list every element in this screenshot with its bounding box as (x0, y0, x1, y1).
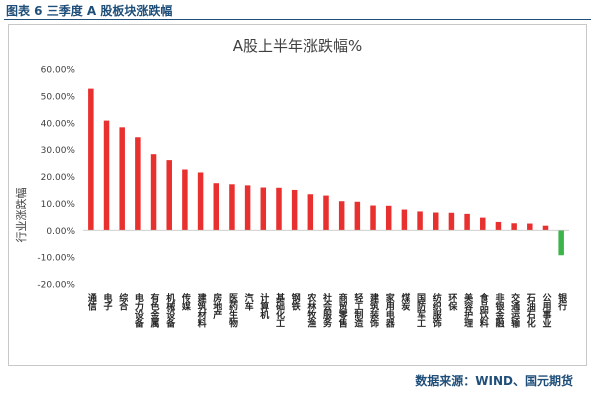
bar-1 (88, 88, 94, 231)
x-tick-label: 煤炭 (399, 292, 410, 312)
x-tick-label: 美容护理 (462, 292, 474, 328)
x-tick-label: 银行 (556, 292, 568, 312)
bar-18 (354, 201, 361, 231)
x-tick-label: 交通运输 (509, 292, 520, 329)
x-tick-label: 商贸零售 (337, 292, 349, 329)
y-tick-label: 50.00% (41, 92, 76, 102)
x-tick-label: 机械设备 (164, 292, 176, 329)
x-tick-label: 医药生物 (227, 293, 238, 329)
bar-14 (291, 189, 298, 231)
y-tick-label: 30.00% (41, 146, 76, 156)
x-tick-label: 基础化工 (274, 292, 286, 328)
x-tick-label: 农林牧渔 (305, 292, 317, 329)
x-tick-label: 建筑材料 (196, 292, 208, 329)
x-tick-label: 食品饮料 (478, 292, 490, 329)
y-tick-label: -10.00% (37, 254, 75, 264)
x-tick-label: 家用电器 (384, 292, 396, 329)
x-tick-label: 石油石化 (525, 293, 537, 329)
bar-15 (307, 194, 314, 231)
x-tick-label: 轻工制造 (352, 292, 363, 329)
bar-12 (260, 187, 267, 231)
x-tick-label: 国防军工 (415, 293, 426, 328)
bar-24 (448, 212, 455, 231)
bar-10 (229, 184, 235, 231)
bar-29 (527, 223, 533, 231)
bar-11 (244, 185, 251, 231)
bar-25 (464, 213, 470, 231)
y-tick-label: 0.00% (46, 227, 75, 237)
chart-container: A股上半年涨跌幅% 行业涨跌幅 60.00% 50.00% 40.00% 30.00%… (8, 24, 587, 366)
x-tick-label: 非银金融 (493, 292, 505, 329)
bar-3 (119, 127, 125, 231)
bar-13 (276, 187, 282, 231)
bar-30 (542, 225, 549, 231)
bar-31 (558, 230, 564, 256)
x-tick-label: 通信 (86, 292, 97, 312)
figure-caption: 图表 6 三季度 A 股板块涨跌幅 (6, 4, 173, 18)
y-tick-label: 40.00% (41, 119, 76, 129)
data-source: 数据来源：WIND、国元期货 (415, 374, 573, 388)
y-tick-label: -20.00% (37, 281, 75, 291)
x-tick-label: 公用事业 (540, 293, 552, 328)
x-tick-label: 汽车 (243, 292, 254, 312)
bar-22 (417, 211, 423, 231)
x-tick-label: 环保 (446, 293, 458, 312)
bar-4 (135, 137, 141, 231)
x-tick-label: 综合 (117, 292, 128, 312)
bar-21 (401, 209, 408, 231)
bar-27 (495, 221, 502, 231)
bar-16 (323, 195, 329, 231)
bar-26 (480, 217, 486, 231)
bar-20 (385, 205, 392, 231)
x-tick-label: 纺织服饰 (431, 292, 443, 329)
bar-2 (103, 120, 110, 231)
bar-17 (338, 201, 345, 231)
bar-chart: 60.00% 50.00% 40.00% 30.00% 20.00% 10.00% 0.00… (37, 66, 569, 329)
x-tick-label: 传媒 (180, 292, 192, 312)
x-tick-label: 社会服务 (321, 292, 333, 329)
bar-23 (432, 212, 439, 231)
x-tick-label: 电子 (102, 292, 113, 312)
x-tick-label: 建筑装饰 (368, 292, 380, 329)
x-tick-label: 计算机 (258, 292, 269, 320)
y-tick-label: 20.00% (41, 173, 76, 183)
chart-title: A股上半年涨跌幅% (232, 37, 363, 55)
x-tick-label: 钢铁 (290, 292, 301, 312)
x-tick-label: 电力设备 (133, 292, 145, 329)
bar-28 (511, 223, 517, 231)
y-tick-label: 10.00% (41, 200, 76, 210)
bar-5 (150, 154, 157, 231)
x-tick-label: 房地产 (211, 292, 222, 320)
x-tick-label: 有色金属 (149, 292, 161, 329)
bar-8 (197, 172, 204, 231)
caption-underline (4, 19, 591, 20)
y-tick-label: 60.00% (41, 66, 76, 76)
bar-6 (166, 160, 172, 231)
bar-9 (213, 183, 220, 231)
bar-7 (182, 169, 188, 231)
bar-19 (370, 205, 376, 231)
